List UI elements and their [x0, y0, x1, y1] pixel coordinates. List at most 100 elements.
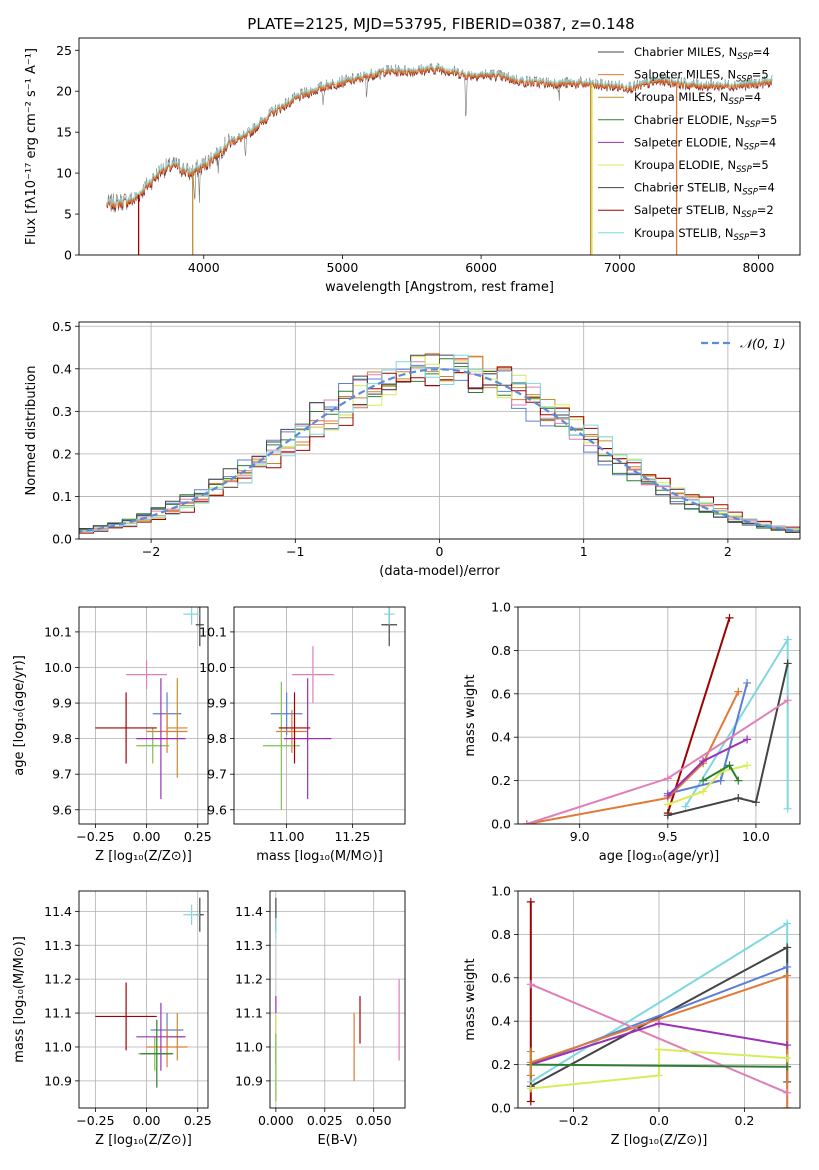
errorbar-point — [291, 646, 334, 704]
y-tick-label: 0.8 — [491, 643, 511, 658]
y-tick-label: 1.0 — [491, 600, 511, 615]
y-tick-label: 0.4 — [491, 730, 511, 745]
x-tick-label: 0.025 — [307, 1113, 343, 1128]
legend-label-tail: =4 — [758, 181, 775, 195]
plot-area — [79, 353, 800, 535]
legend-label-main: Chabrier ELODIE, N — [634, 113, 745, 127]
weight-series — [681, 635, 792, 813]
x-tick-label: 0.0 — [649, 1113, 669, 1128]
spectrum-model-line — [106, 64, 773, 205]
y-tick-label: 0.0 — [491, 1101, 511, 1116]
errorbar-point — [278, 692, 311, 764]
y-tick-label: 9.7 — [52, 767, 72, 782]
weight-marker — [783, 919, 792, 928]
weight-marker — [663, 800, 672, 809]
errorbar-point — [95, 982, 157, 1051]
weight-line — [526, 699, 789, 824]
weight-series — [526, 980, 792, 1097]
x-axis-label: mass [log₁₀(M/M⊙)] — [256, 849, 383, 864]
y-tick-label: 11.2 — [44, 972, 72, 987]
errorbar-point — [195, 607, 204, 647]
x-tick-label: 9.0 — [570, 829, 590, 844]
x-tick-label: 0.25 — [184, 1113, 212, 1128]
weight-marker — [734, 793, 743, 802]
plot-area — [106, 62, 773, 255]
y-tick-label: 20 — [56, 84, 72, 99]
axes-frame — [78, 37, 801, 256]
x-axis-label: E(B-V) — [317, 1133, 357, 1148]
legend-entry-label: 𝒩(0, 1) — [740, 336, 786, 351]
legend-label-tail: =4 — [759, 135, 776, 149]
plot-ebv_mass: 0.000 0.025 0.050 10.9 11.0 11.1 11.2 11.3 11.4 E… — [235, 890, 406, 1148]
y-tick-label: 1.0 — [491, 884, 511, 899]
y-tick-label: 5 — [64, 207, 72, 222]
plot-area — [526, 897, 792, 1108]
x-tick-label: 0.00 — [133, 1113, 161, 1128]
legend-label-tail: =5 — [752, 68, 769, 82]
weight-line — [667, 764, 748, 806]
legend-label-sub: SSP — [742, 188, 758, 198]
x-axis-label: Z [log₁₀(Z/Z⊙)] — [95, 849, 192, 864]
errorbar-point — [136, 727, 170, 764]
legend-entry-label: Chabrier ELODIE, NSSP=5 — [634, 113, 777, 130]
weight-marker — [783, 659, 792, 668]
y-tick-label: 10 — [56, 166, 72, 181]
legend-label-main: Chabrier STELIB, N — [634, 181, 742, 195]
x-tick-label: 0.00 — [133, 829, 161, 844]
figure-title: PLATE=2125, MJD=53795, FIBERID=0387, z=0… — [247, 15, 634, 33]
weight-marker — [681, 802, 690, 811]
x-tick-label: 11.00 — [269, 829, 305, 844]
y-tick-label: 9.9 — [207, 696, 227, 711]
weight-line — [530, 983, 788, 1094]
weight-marker — [783, 1088, 792, 1097]
y-tick-label: 0.2 — [52, 446, 72, 461]
legend-label-sub: SSP — [734, 233, 750, 243]
weight-marker — [783, 1054, 792, 1063]
x-tick-label: 9.5 — [658, 829, 678, 844]
x-tick-label: 0 — [436, 544, 444, 559]
weight-line — [667, 663, 789, 817]
weight-marker — [783, 1041, 792, 1050]
x-tick-label: 2 — [724, 544, 732, 559]
x-axis-label: age [log₁₀(age/yr)] — [599, 849, 720, 864]
errorbar-point — [183, 607, 200, 625]
y-tick-label: 0 — [64, 248, 72, 263]
errorbar-point — [167, 678, 188, 778]
errorbar-point — [183, 904, 200, 925]
weight-series — [663, 761, 752, 809]
weight-marker — [655, 1071, 663, 1080]
y-tick-label: 9.6 — [207, 802, 227, 817]
plot-residuals: −2 −1 0 1 2 0.0 0.1 0.2 0.3 0.4 0.5 (data-model)/er… — [24, 319, 801, 579]
y-tick-label: 11.4 — [235, 904, 263, 919]
weight-marker — [526, 1084, 535, 1093]
weight-marker — [526, 980, 535, 989]
weight-line — [666, 617, 731, 814]
legend-label-sub: SSP — [736, 165, 752, 175]
y-tick-label: 11.3 — [235, 938, 263, 953]
axes-frame — [78, 890, 209, 1109]
legend-label-tail: =4 — [753, 45, 770, 59]
y-tick-label: 11.2 — [235, 972, 263, 987]
histogram-step-line — [79, 354, 800, 534]
weight-marker — [743, 761, 752, 770]
y-tick-label: 9.8 — [52, 731, 72, 746]
y-tick-label: 0.6 — [491, 970, 511, 985]
x-tick-label: 4000 — [188, 260, 220, 275]
y-tick-label: 0.5 — [52, 319, 72, 334]
weight-marker — [783, 971, 792, 980]
legend-label-sub: SSP — [745, 120, 761, 130]
weight-marker — [663, 774, 672, 783]
legend-entry-label: Kroupa MILES, NSSP=4 — [634, 90, 761, 107]
y-tick-label: 0.0 — [491, 817, 511, 832]
legend-label-sub: SSP — [741, 210, 757, 220]
legend-entry-label: Chabrier STELIB, NSSP=4 — [634, 181, 775, 198]
legend-entry-label: Salpeter STELIB, NSSP=2 — [634, 203, 774, 220]
y-tick-label: 11.1 — [235, 1006, 263, 1021]
y-tick-label: 0.2 — [491, 773, 511, 788]
weight-line — [530, 1063, 788, 1068]
plot-area — [95, 607, 204, 800]
weight-marker — [522, 820, 531, 824]
axes-frame — [517, 606, 801, 825]
x-axis-label: Z [log₁₀(Z/Z⊙)] — [611, 1133, 708, 1148]
y-axis-label: Normed distribution — [24, 366, 39, 496]
